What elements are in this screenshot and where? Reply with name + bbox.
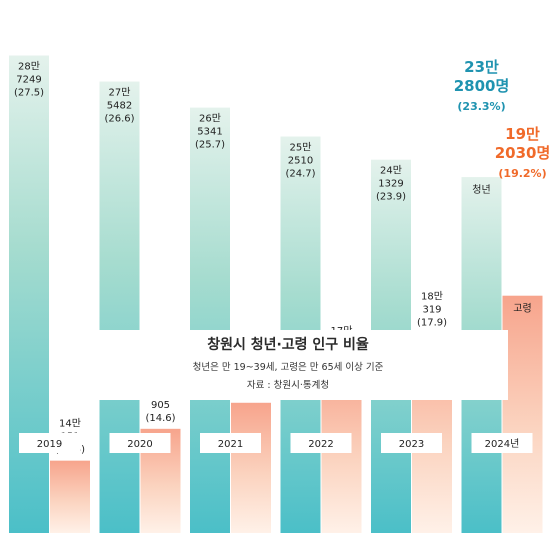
year-tick-label-2022: 2022 xyxy=(308,439,333,450)
youth-value-label-2020-line-1: 27만 xyxy=(109,87,131,99)
year-tick-box-2024년 xyxy=(471,433,533,453)
elderly-value-label-2020-line-3: (14.6) xyxy=(145,413,175,424)
youth-value-label-2019-line-2: 7249 xyxy=(16,75,41,86)
youth-value-label-2023-line-3: (23.9) xyxy=(376,192,406,203)
youth-value-label-2019-line-1: 28만 xyxy=(18,61,40,73)
youth-value-label-highlight-line-2: 2800명 xyxy=(454,77,510,95)
elderly-value-label-2020-line-2: 905 xyxy=(151,400,170,411)
year-tick-label-2024년: 2024년 xyxy=(485,438,520,450)
elderly-value-label-highlight-line-3: (19.2%) xyxy=(498,167,546,180)
chart-title-box: 창원시 청년·고령 인구 비율 청년은 만 19~39세, 고령은 만 65세 … xyxy=(68,330,508,400)
year-tick-label-2020: 2020 xyxy=(127,439,152,450)
youth-value-label-2022-line-3: (24.7) xyxy=(285,169,315,180)
elderly-value-label-2023-line-1: 18만 xyxy=(421,290,443,302)
year-tick-box-2023 xyxy=(381,433,442,453)
year-tick-label-2023: 2023 xyxy=(399,439,424,450)
elderly-bar-2021 xyxy=(231,402,271,533)
youth-value-label-highlight-line-1: 23만 xyxy=(464,58,499,76)
elderly-value-label-highlight-line-2: 2030명 xyxy=(495,144,551,162)
youth-value-label-2019-line-3: (27.5) xyxy=(14,88,44,99)
youth-value-label-2021-line-2: 5341 xyxy=(197,127,222,138)
youth-value-label-2023-line-1: 24만 xyxy=(380,165,402,177)
youth-value-label-2022-line-2: 2510 xyxy=(288,156,313,167)
elderly-value-label-2023-line-2: 319 xyxy=(422,304,441,315)
chart-title: 창원시 청년·고령 인구 비율 xyxy=(207,337,369,353)
youth-value-label-2021-line-3: (25.7) xyxy=(195,140,225,151)
year-tick-box-2020 xyxy=(109,433,171,453)
youth-value-label-2020-line-2: 5482 xyxy=(107,101,132,112)
elderly-value-label-2019-line-1: 14만 xyxy=(59,418,81,430)
year-tick-box-2022 xyxy=(290,433,352,453)
year-tick-box-2021 xyxy=(200,433,261,453)
youth-value-label-2023-line-2: 1329 xyxy=(378,179,403,190)
youth-bar-2020 xyxy=(99,81,140,533)
youth-value-label-2022-line-1: 25만 xyxy=(290,142,312,154)
chart-subtitle: 청년은 만 19~39세, 고령은 만 65세 이상 기준 xyxy=(192,362,384,373)
elderly-bar-2019 xyxy=(50,460,90,533)
year-tick-label-2021: 2021 xyxy=(218,439,243,450)
youth-bar-2019 xyxy=(9,55,49,533)
youth-bar-2021 xyxy=(190,107,230,533)
elderly-series-name: 고령 xyxy=(513,303,531,315)
youth-value-label-highlight-line-3: (23.3%) xyxy=(457,100,505,113)
youth-value-label-2020-line-3: (26.6) xyxy=(104,114,134,125)
year-tick-label-2019: 2019 xyxy=(37,439,62,450)
elderly-bar-2024년 xyxy=(502,295,543,533)
youth-series-name: 청년 xyxy=(472,184,490,196)
year-tick-box-2019 xyxy=(19,433,80,453)
elderly-value-label-2023-line-3: (17.9) xyxy=(417,317,447,328)
chart-source: 자료 : 창원시·통계청 xyxy=(246,380,330,391)
youth-value-label-2021-line-1: 26만 xyxy=(199,113,221,125)
elderly-value-label-highlight-line-1: 19만 xyxy=(505,125,540,143)
